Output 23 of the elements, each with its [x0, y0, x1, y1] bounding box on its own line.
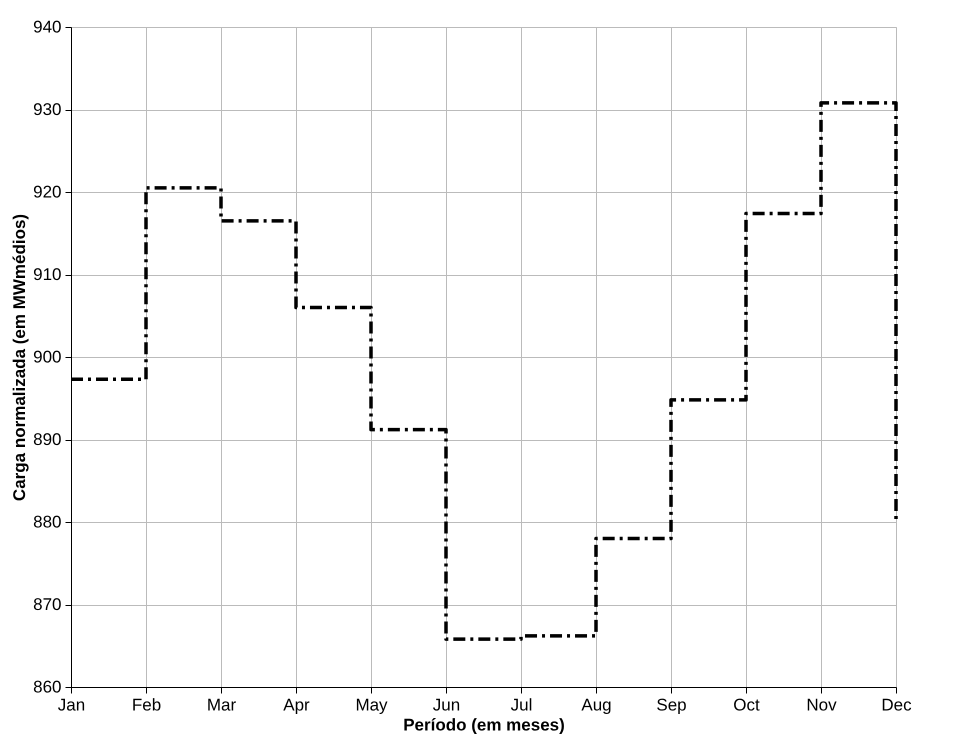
x-tick-label: Nov	[806, 696, 838, 714]
x-axis-title: Período (em meses)	[403, 716, 565, 734]
y-tick-label: 910	[33, 265, 62, 284]
y-tick-label: 880	[33, 512, 62, 532]
y-tick-label: 890	[33, 430, 62, 449]
x-tick-label: Oct	[733, 696, 760, 714]
x-tick-label: Feb	[132, 696, 162, 714]
y-tick-label: 940	[33, 18, 62, 36]
x-tick-label: Dec	[881, 696, 912, 714]
x-tick-label: Apr	[283, 696, 310, 714]
y-tick-label: 900	[33, 348, 62, 366]
x-tick-label: May	[355, 696, 388, 714]
x-tick-label: Jan	[58, 696, 86, 714]
x-tick-label: Jun	[432, 696, 460, 714]
y-tick-label: 860	[33, 678, 62, 696]
x-tick-label: Sep	[656, 696, 687, 714]
x-tick-label: Jul	[510, 696, 532, 714]
x-tick-label: Mar	[206, 696, 236, 714]
y-axis-title: Carga normalizada (em MWmédios)	[10, 214, 30, 502]
x-tick-label: Aug	[581, 696, 612, 714]
y-tick-label: 920	[33, 182, 62, 202]
y-tick-label: 930	[33, 100, 62, 119]
y-tick-label: 870	[33, 595, 62, 614]
